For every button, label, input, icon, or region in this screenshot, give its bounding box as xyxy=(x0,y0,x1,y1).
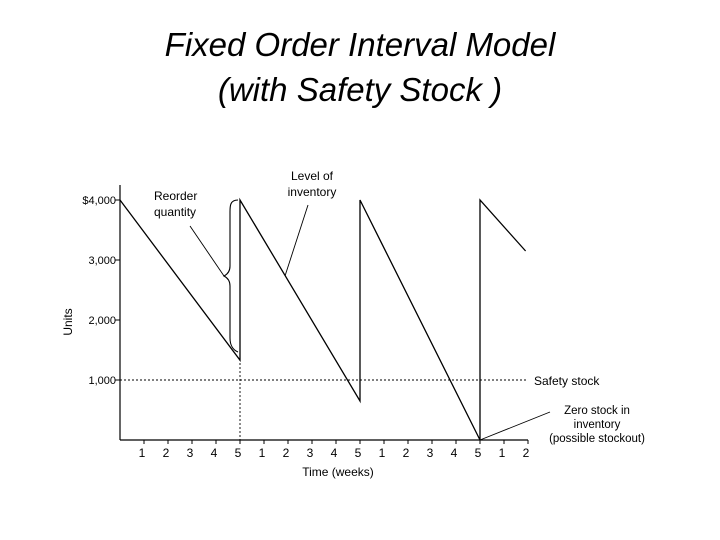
y-tick-label: 1,000 xyxy=(88,375,116,387)
x-tick-label: 3 xyxy=(187,446,194,460)
zero-stock-pointer xyxy=(479,411,551,441)
x-tick-label: 4 xyxy=(211,446,218,460)
title-line-2: (with Safety Stock ) xyxy=(217,71,503,108)
x-tick-label: 2 xyxy=(283,446,290,460)
x-tick-label: 1 xyxy=(139,446,146,460)
x-tick-label: 5 xyxy=(355,446,362,460)
x-tick-label: 1 xyxy=(259,446,266,460)
x-tick-label: 2 xyxy=(403,446,410,460)
x-tick-label: 1 xyxy=(379,446,386,460)
x-axis-label: Time (weeks) xyxy=(302,465,374,479)
zero-stock-label: Zero stock in inventory (possible stockout… xyxy=(549,405,645,445)
level-of-inventory-label: Level of inventory xyxy=(288,169,337,199)
x-tick-label: 2 xyxy=(163,446,170,460)
y-tick-label: $4,000 xyxy=(82,195,116,207)
level-of-inventory-pointer xyxy=(284,204,309,277)
reorder-quantity-brace xyxy=(222,199,239,353)
x-tick-label: 1 xyxy=(499,446,506,460)
title-line-1: Fixed Order Interval Model xyxy=(164,26,556,63)
x-tick-label: 5 xyxy=(235,446,242,460)
inventory-series-line xyxy=(119,197,527,441)
x-tick-label: 3 xyxy=(307,446,314,460)
x-tick-label: 5 xyxy=(475,446,482,460)
safety-stock-label: Safety stock xyxy=(534,374,600,388)
x-tick-label: 2 xyxy=(523,446,530,460)
slide-title: Fixed Order Interval Model (with Safety … xyxy=(0,22,720,112)
x-tick-label: 4 xyxy=(331,446,338,460)
x-tick-label: 4 xyxy=(451,446,458,460)
reorder-quantity-pointer xyxy=(189,225,225,277)
reorder-quantity-label: Reorder quantity xyxy=(154,189,197,219)
y-tick-label: 2,000 xyxy=(88,315,116,327)
x-tick-label: 3 xyxy=(427,446,434,460)
y-tick-label: 3,000 xyxy=(88,255,116,267)
y-axis-label: Units xyxy=(61,308,75,335)
